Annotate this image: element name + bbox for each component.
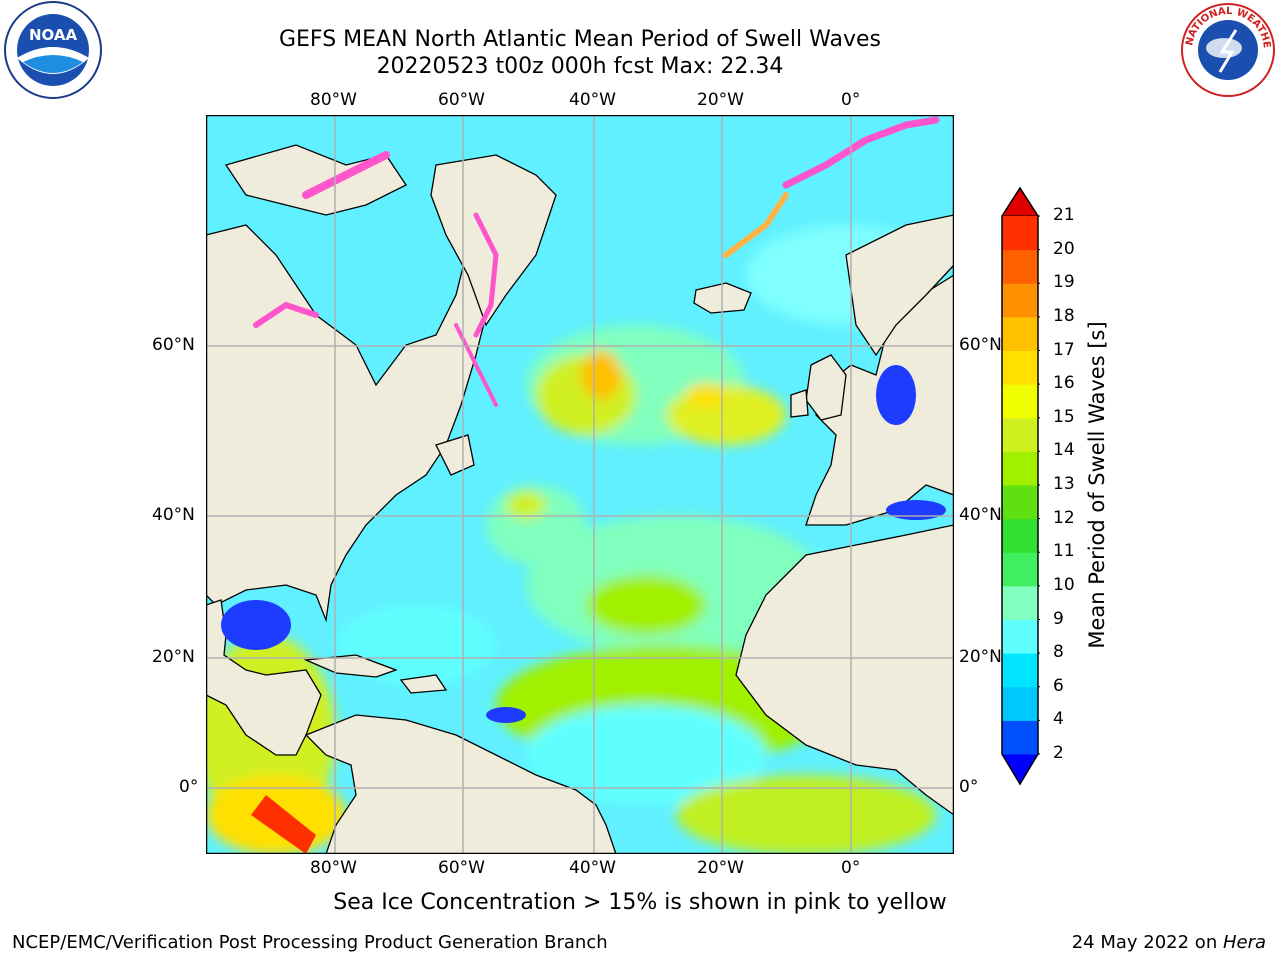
colorbar-tick-label: 17 — [1053, 339, 1075, 360]
colorbar-segment — [1002, 384, 1038, 419]
footer-host: Hera — [1222, 932, 1266, 953]
colorbar-segment — [1002, 417, 1038, 452]
map-panel — [206, 115, 954, 854]
lon-tick-top-20w: 20°W — [697, 90, 744, 110]
lon-tick-bottom-0: 0° — [841, 858, 861, 878]
colorbar-tick-label: 15 — [1053, 406, 1075, 427]
colorbar-tick-label: 20 — [1053, 238, 1075, 259]
colorbar-tick-label: 4 — [1053, 709, 1064, 730]
colorbar-tick-label: 11 — [1053, 541, 1075, 562]
colorbar-tick-label: 13 — [1053, 474, 1075, 494]
colorbar-tick-label: 14 — [1053, 440, 1075, 461]
colorbar-tick-label: 9 — [1053, 608, 1064, 629]
lat-tick-left-20n: 20°N — [152, 647, 195, 667]
colorbar-tick-label: 8 — [1053, 642, 1064, 663]
low-period-patches — [221, 365, 946, 723]
colorbar-segment — [1002, 552, 1038, 587]
chart-title: GEFS MEAN North Atlantic Mean Period of … — [278, 27, 881, 52]
colorbar-segment — [1002, 485, 1038, 520]
colorbar-tick-label: 21 — [1053, 205, 1075, 225]
colorbar-segment — [1002, 619, 1038, 654]
colorbar-tick-label: 2 — [1053, 743, 1064, 763]
max-swell-spot — [251, 795, 316, 854]
noaa-logo: NOAA — [4, 1, 102, 99]
chart-subtitle: 20220523 t00z 000h fcst Max: 22.34 — [376, 54, 784, 79]
lon-tick-bottom-40w: 40°W — [569, 858, 616, 878]
lon-tick-bottom-60w: 60°W — [438, 858, 485, 878]
map-frame — [206, 115, 954, 854]
lat-tick-right-0: 0° — [959, 777, 979, 797]
colorbar-segment — [1002, 585, 1038, 620]
colorbar-segment — [1002, 249, 1038, 284]
footer-date: 24 May 2022 on Hera — [1072, 932, 1266, 953]
lat-tick-left-0: 0° — [179, 777, 199, 797]
colorbar-label: Mean Period of Swell Waves [s] — [1085, 321, 1109, 649]
colorbar-tick-label: 6 — [1053, 675, 1064, 696]
lat-tick-left-60n: 60°N — [152, 335, 195, 355]
colorbar-segment — [1002, 686, 1038, 721]
colorbar-segment — [1002, 350, 1038, 385]
colorbar-tick-label: 16 — [1053, 373, 1075, 394]
lon-tick-bottom-20w: 20°W — [697, 858, 744, 878]
noaa-logo-text: NOAA — [29, 26, 78, 44]
lat-tick-right-60n: 60°N — [959, 335, 1002, 355]
sea-ice-note: Sea Ice Concentration > 15% is shown in … — [333, 890, 947, 915]
colorbar-segment — [1002, 283, 1038, 318]
colorbar-segment — [1002, 518, 1038, 553]
colorbar-tick-label: 12 — [1053, 507, 1075, 528]
footer-date-text: 24 May 2022 on — [1071, 932, 1223, 953]
colorbar-over-extend — [1001, 187, 1039, 217]
lat-tick-right-40n: 40°N — [959, 505, 1002, 525]
lon-tick-top-0: 0° — [841, 90, 861, 110]
colorbar-segment — [1002, 216, 1038, 251]
colorbar-tick-label: 18 — [1053, 305, 1075, 326]
lat-tick-right-20n: 20°N — [959, 647, 1002, 667]
colorbar-segment — [1002, 451, 1038, 486]
nws-logo: NATIONAL WEATHER SERVICE — [1178, 0, 1275, 97]
colorbar-segment — [1002, 653, 1038, 688]
lon-tick-top-80w: 80°W — [310, 90, 357, 110]
graticule — [206, 115, 954, 854]
colorbar-tick-label: 19 — [1053, 272, 1075, 293]
lon-tick-top-40w: 40°W — [569, 90, 616, 110]
colorbar — [1001, 186, 1040, 786]
colorbar-segment — [1002, 720, 1038, 755]
colorbar-tick-label: 10 — [1053, 574, 1075, 595]
colorbar-under-extend — [1001, 753, 1039, 785]
lat-tick-left-40n: 40°N — [152, 505, 195, 525]
footer-branch: NCEP/EMC/Verification Post Processing Pr… — [12, 932, 608, 953]
colorbar-segment — [1002, 316, 1038, 351]
lon-tick-bottom-80w: 80°W — [310, 858, 357, 878]
lon-tick-top-60w: 60°W — [438, 90, 485, 110]
